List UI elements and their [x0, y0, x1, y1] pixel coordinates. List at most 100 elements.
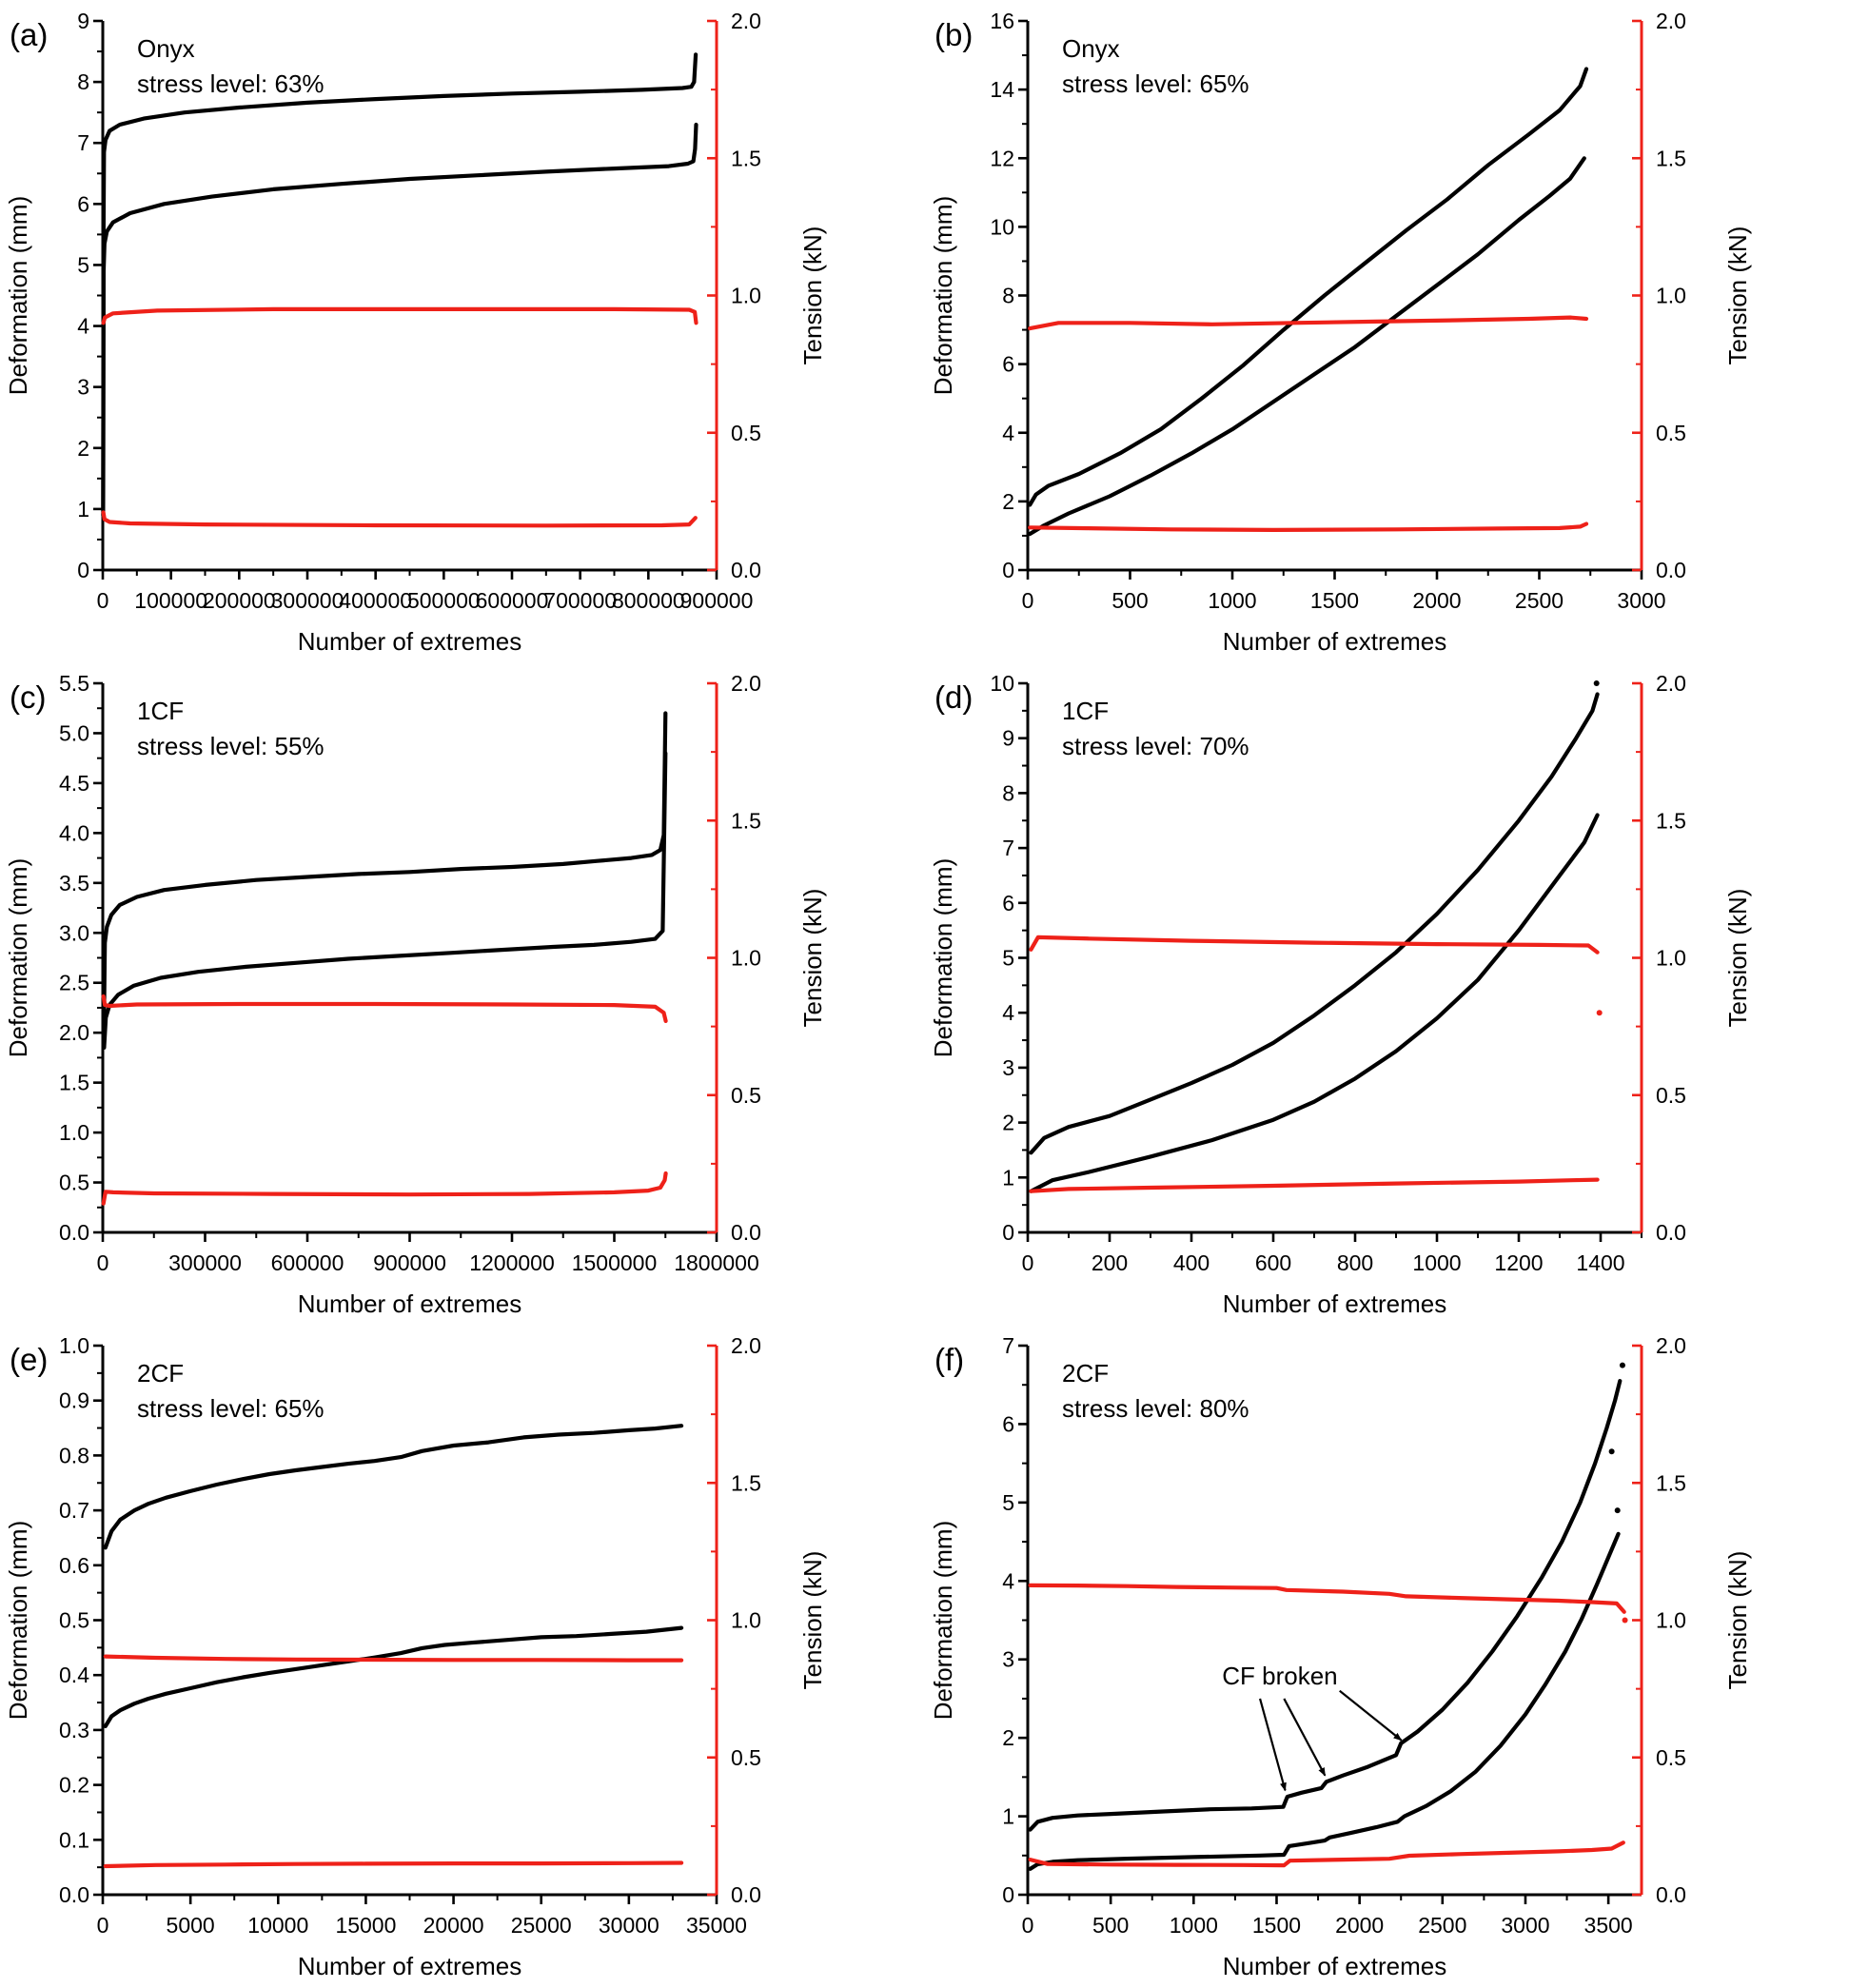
scatter-point — [1608, 1448, 1615, 1455]
x-tick-label: 400000 — [339, 588, 412, 613]
x-tick-label: 25000 — [511, 1913, 572, 1938]
x-tick-label: 1500 — [1310, 588, 1359, 613]
y-tick-label: 7 — [77, 130, 89, 155]
axes: 0 200 400 600 800 1000 1200 1400 0 1 2 3 4 5 6 7 8 9 10 2.0… — [990, 671, 1686, 1275]
y2-tick-label: 2.0 — [731, 671, 761, 696]
labels: (d) 1CF stress level: 70% Number of extreme… — [929, 679, 1752, 1318]
panel-letter: (b) — [934, 17, 973, 52]
y-tick-label: 9 — [77, 9, 89, 33]
scatter-point — [1622, 1617, 1628, 1624]
x-tick-label: 1200000 — [469, 1250, 555, 1275]
labels: (b) Onyx stress level: 65% Number of extrem… — [929, 17, 1752, 656]
y2-tick-label: 1.0 — [731, 284, 761, 308]
x-tick-label: 300000 — [271, 588, 344, 613]
panel-letter: (f) — [934, 1342, 964, 1377]
y2-tick-label: 2.0 — [731, 1333, 761, 1358]
y2-tick-label: 0.0 — [731, 1220, 761, 1245]
panel-letter: (e) — [10, 1342, 48, 1377]
y-axis-label: Deformation (mm) — [4, 1521, 32, 1720]
x-tick-label: 30000 — [599, 1913, 659, 1938]
y-tick-label: 5.0 — [59, 720, 89, 745]
y-tick-label: 8 — [77, 69, 89, 94]
series-deformation-max — [101, 52, 698, 511]
panel-title-material: 2CF — [1062, 1359, 1109, 1388]
series-tension-min — [103, 1860, 684, 1869]
chart-f: 0 500 1000 1500 2000 2500 3000 3500 0 1 2 3 4 5 6 7 2.0 1… — [929, 1333, 1752, 1980]
y-tick-label: 0 — [1002, 1220, 1014, 1245]
y2-tick-label: 2.0 — [1656, 1333, 1686, 1358]
labels: (c) 1CF stress level: 55% Number of extreme… — [4, 679, 827, 1318]
series — [101, 711, 668, 1206]
x-axis-label: Number of extremes — [298, 1952, 522, 1980]
panel-e: 0 5000 10000 15000 20000 25000 30000 35000 0.0 0.… — [0, 1325, 924, 1987]
x-tick-label: 600 — [1255, 1250, 1291, 1275]
y-tick-label: 4 — [1002, 421, 1014, 445]
y2-tick-label: 2.0 — [1656, 9, 1686, 33]
y2-tick-label: 1.0 — [731, 946, 761, 971]
panel-letter: (c) — [10, 679, 46, 715]
x-tick-label: 500000 — [407, 588, 481, 613]
y-tick-label: 0.3 — [59, 1718, 89, 1742]
scatter-point — [1614, 1507, 1621, 1514]
x-tick-label: 800 — [1337, 1250, 1373, 1275]
panel-title-stress: stress level: 70% — [1062, 732, 1249, 760]
panel-title-stress: stress level: 65% — [137, 1394, 325, 1423]
series-tension-max — [1028, 315, 1589, 331]
scatter-point — [1593, 680, 1600, 686]
x-tick-label: 100000 — [134, 588, 207, 613]
series-deformation-min — [103, 1625, 684, 1728]
chart-d: 0 200 400 600 800 1000 1200 1400 0 1 2 3 4 5 6 7 8 9 10 2.0… — [929, 671, 1752, 1318]
y-tick-label: 0.9 — [59, 1388, 89, 1413]
y-axis-label: Deformation (mm) — [4, 858, 32, 1057]
y-tick-label: 1.0 — [59, 1333, 89, 1358]
y-tick-label: 8 — [1002, 780, 1014, 805]
series-deformation-max — [1028, 67, 1589, 507]
panel-letter: (d) — [934, 679, 973, 715]
y-tick-label: 0.0 — [59, 1882, 89, 1907]
series-deformation-min — [1029, 813, 1600, 1193]
x-axis-label: Number of extremes — [298, 627, 522, 656]
x-axis-label: Number of extremes — [1223, 1289, 1447, 1318]
y-tick-label: 2 — [1002, 1111, 1014, 1135]
y2-tick-label: 0.5 — [731, 1083, 761, 1108]
x-tick-label: 700000 — [543, 588, 617, 613]
y2-tick-label: 1.5 — [1656, 146, 1686, 170]
series-deformation-min — [1028, 1531, 1621, 1871]
y-tick-label: 4 — [1002, 1000, 1014, 1025]
x-tick-label: 200 — [1092, 1250, 1128, 1275]
panel-title-stress: stress level: 80% — [1062, 1394, 1249, 1423]
x-tick-label: 900000 — [680, 588, 754, 613]
y-tick-label: 4.0 — [59, 820, 89, 845]
panel-f: 0 500 1000 1500 2000 2500 3000 3500 0 1 2 3 4 5 6 7 2.0 1… — [925, 1325, 1849, 1987]
series-tension-min — [101, 1171, 668, 1206]
annotation-arrow — [1258, 1698, 1287, 1792]
x-tick-label: 0 — [1022, 1913, 1034, 1938]
y-tick-label: 7 — [1002, 836, 1014, 860]
y-tick-label: 0.8 — [59, 1443, 89, 1467]
series — [101, 52, 698, 528]
x-tick-label: 1000 — [1170, 1913, 1218, 1938]
y2-axis-label: Tension (kN) — [798, 1551, 827, 1690]
x-axis-label: Number of extremes — [298, 1289, 522, 1318]
y-tick-label: 0.2 — [59, 1773, 89, 1798]
y-tick-label: 2.0 — [59, 1020, 89, 1045]
x-tick-label: 20000 — [423, 1913, 484, 1938]
scatter-point — [1619, 1362, 1625, 1368]
annotation-cf-broken: CF broken — [1222, 1662, 1337, 1690]
y-tick-label: 1.0 — [59, 1120, 89, 1145]
y-tick-label: 2 — [1002, 1725, 1014, 1750]
y-tick-label: 0.4 — [59, 1663, 89, 1687]
y-tick-label: 3 — [77, 375, 89, 400]
x-tick-label: 500 — [1111, 588, 1148, 613]
y-tick-label: 3.5 — [59, 871, 89, 896]
x-tick-label: 0 — [97, 588, 109, 613]
series-deformation-max — [1028, 1379, 1623, 1832]
y-tick-label: 9 — [1002, 726, 1014, 751]
annotation: CF broken — [1222, 1662, 1403, 1792]
series-deformation-max — [103, 1424, 684, 1550]
panel-title-material: Onyx — [1062, 34, 1120, 63]
x-tick-label: 300000 — [168, 1250, 242, 1275]
y2-tick-label: 2.0 — [1656, 671, 1686, 696]
x-tick-label: 3000 — [1501, 1913, 1549, 1938]
series — [1029, 680, 1603, 1193]
